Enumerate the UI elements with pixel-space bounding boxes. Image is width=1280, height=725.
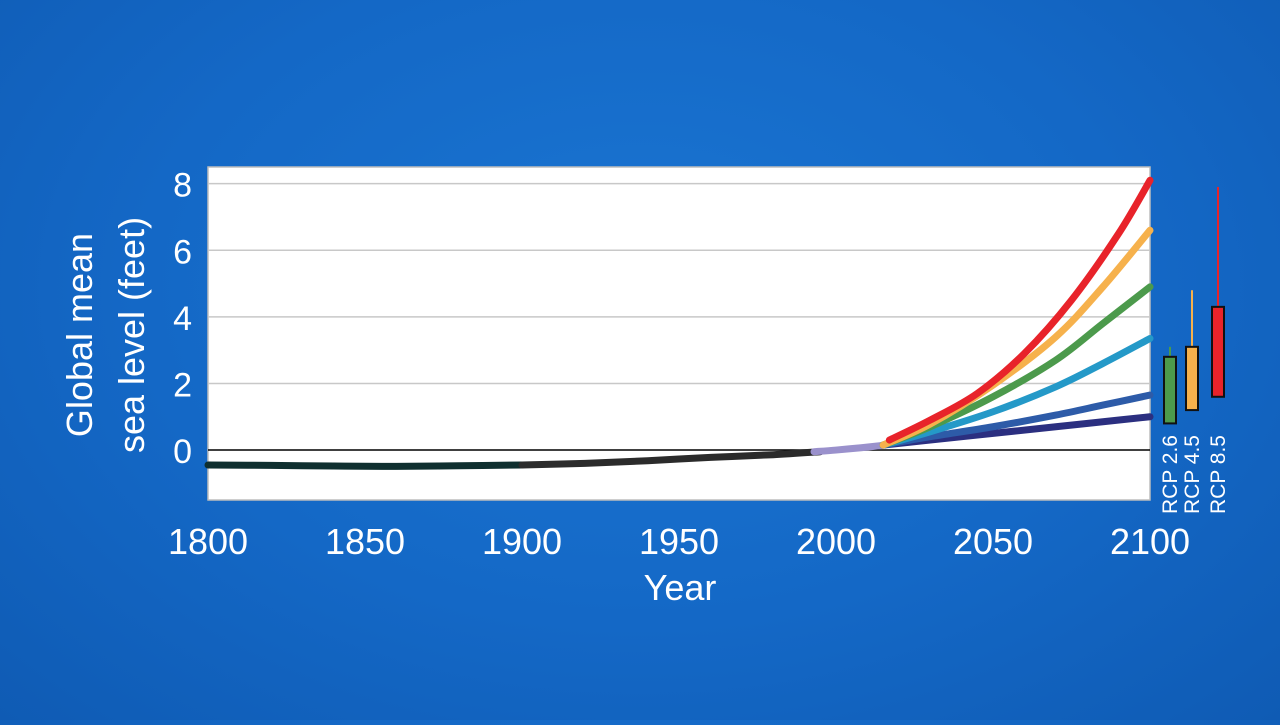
- y-tick-label: 0: [173, 433, 192, 471]
- series-group: [204, 176, 1154, 470]
- x-tick-label: 2050: [953, 521, 1033, 562]
- y-axis-label-line-2: sea level (feet): [111, 217, 152, 453]
- y-tick-label: 6: [173, 233, 192, 271]
- y-tick-labels: 0 2 4 6 8: [173, 167, 192, 471]
- x-tick-label: 1850: [325, 521, 405, 562]
- plot-area: [207, 166, 1151, 501]
- range-bar: [1185, 345, 1199, 412]
- y-tick-label: 2: [173, 366, 192, 404]
- range-bar: [1163, 355, 1177, 425]
- range-label: RCP 4.5: [1181, 435, 1204, 514]
- series-line: [810, 441, 887, 456]
- range-bar: [1211, 305, 1225, 398]
- y-tick-label: 4: [173, 300, 192, 338]
- x-tick-label: 1900: [482, 521, 562, 562]
- x-tick-label: 1800: [168, 521, 248, 562]
- x-axis-label: Year: [644, 567, 717, 608]
- series-line: [518, 448, 824, 469]
- x-tick-labels: 1800 1850 1900 1950 2000 2050 2100: [168, 521, 1190, 562]
- x-tick-label: 2000: [796, 521, 876, 562]
- x-tick-label: 1950: [639, 521, 719, 562]
- y-axis-label: Global mean sea level (feet): [59, 217, 152, 453]
- series-line: [885, 176, 1154, 444]
- series-line: [879, 334, 1154, 449]
- y-axis-label-line-1: Global mean: [59, 233, 100, 437]
- series-line: [879, 391, 1154, 449]
- series-line: [204, 461, 526, 470]
- y-tick-label: 8: [173, 167, 192, 205]
- rcp-ranges: RCP 2.6 RCP 4.5 RCP 8.5: [1159, 186, 1230, 514]
- series-line: [879, 226, 1154, 449]
- range-label: RCP 2.6: [1159, 435, 1182, 514]
- x-tick-label: 2100: [1110, 521, 1190, 562]
- range-label: RCP 8.5: [1207, 435, 1230, 514]
